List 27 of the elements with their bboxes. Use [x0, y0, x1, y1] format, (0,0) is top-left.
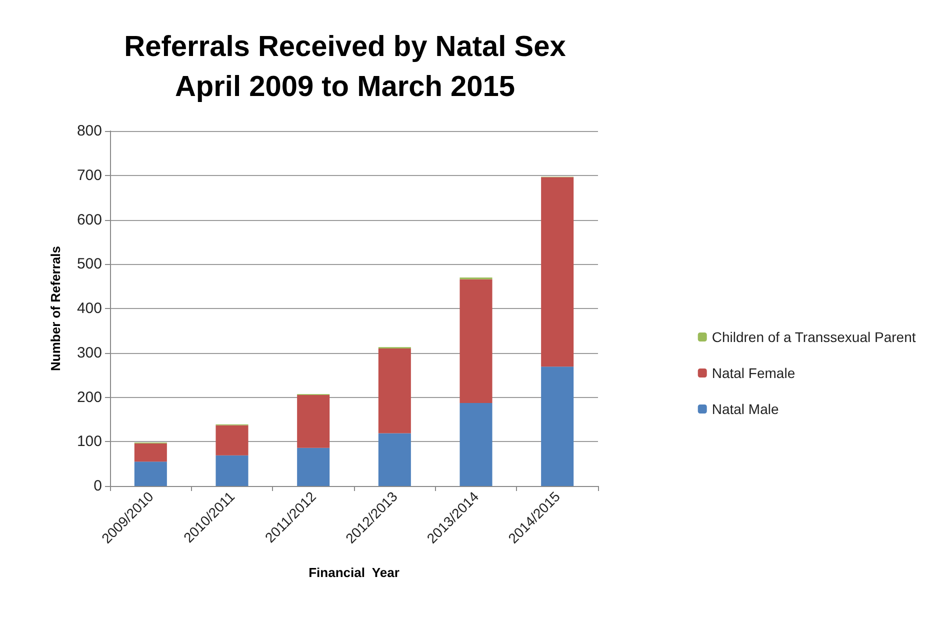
- y-tick-label: 0: [94, 478, 102, 494]
- y-tick-label: 500: [76, 256, 102, 273]
- bar: [460, 403, 492, 486]
- y-axis-title: Number of Referrals: [48, 246, 63, 371]
- y-tick-label: 800: [76, 122, 102, 140]
- bar: [216, 425, 248, 456]
- bar: [541, 177, 574, 367]
- chart-title: Referrals Received by Natal Sex April 2009 to March 2015: [124, 31, 566, 103]
- bar: [297, 395, 330, 448]
- bar: [134, 443, 167, 462]
- bar: [378, 433, 411, 486]
- bar: [460, 279, 492, 404]
- bar: [216, 455, 248, 486]
- legend-label: Children of a Transsexual Parent: [712, 329, 916, 345]
- y-tick-label: 600: [76, 211, 102, 228]
- bar: [541, 366, 574, 486]
- y-tick-label: 200: [76, 388, 102, 406]
- y-tick-label: 100: [76, 433, 102, 450]
- bar: [378, 348, 411, 434]
- y-tick-label: 400: [76, 300, 102, 317]
- legend-label: Natal Female: [712, 365, 796, 381]
- x-axis-title: Financial Year: [308, 565, 400, 580]
- y-tick-label: 300: [76, 344, 102, 362]
- bar: [134, 462, 167, 486]
- bar: [297, 448, 330, 486]
- legend-label: Natal Male: [712, 401, 779, 417]
- y-tick-label: 700: [76, 166, 102, 184]
